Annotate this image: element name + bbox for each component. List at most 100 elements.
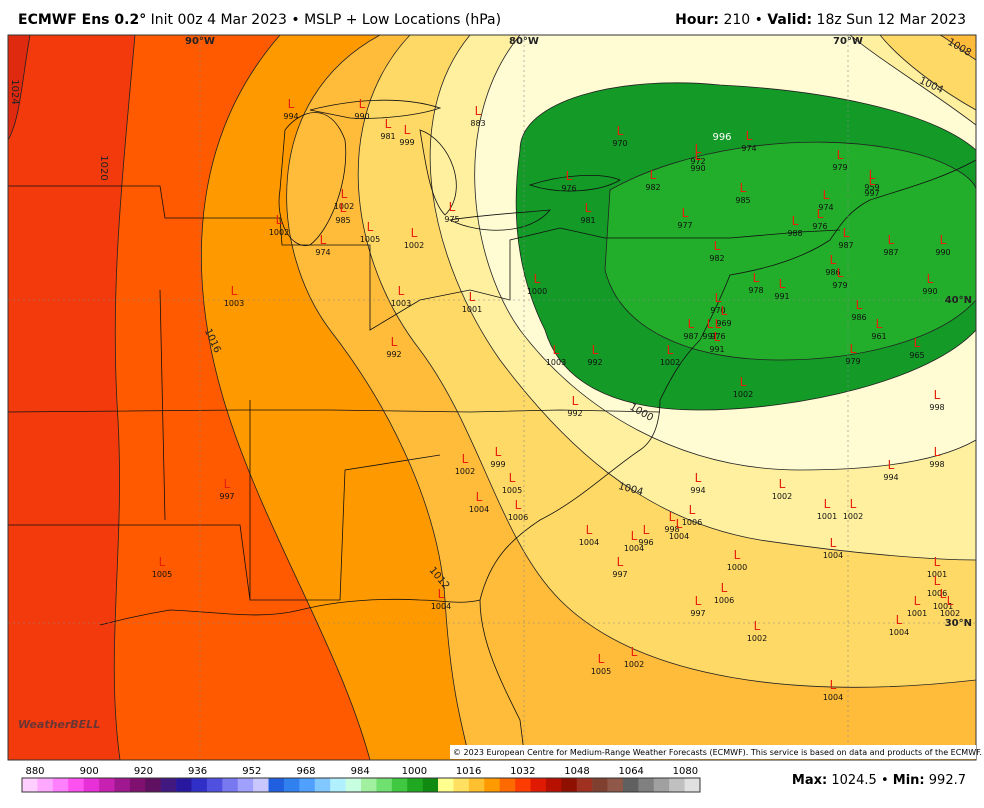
low-marker: L bbox=[947, 594, 954, 608]
low-marker: L bbox=[888, 458, 895, 472]
low-pressure: 974 bbox=[315, 248, 330, 257]
low-marker: L bbox=[515, 498, 522, 512]
low-marker: L bbox=[449, 200, 456, 214]
low-marker: L bbox=[476, 490, 483, 504]
low-pressure: 1001 bbox=[907, 609, 927, 618]
low-marker: L bbox=[746, 129, 753, 143]
low-pressure: 970 bbox=[710, 306, 725, 315]
low-pressure: 996 bbox=[638, 538, 653, 547]
low-marker: L bbox=[695, 594, 702, 608]
low-pressure: 976 bbox=[812, 222, 827, 231]
low-marker: L bbox=[631, 645, 638, 659]
colorbar-swatch bbox=[191, 778, 208, 792]
low-marker: L bbox=[740, 181, 747, 195]
colorbar-tick-label: 952 bbox=[242, 766, 261, 777]
low-pressure: 883 bbox=[470, 119, 485, 128]
low-pressure: 997 bbox=[690, 609, 705, 618]
graticule-label: 30°N bbox=[945, 618, 972, 629]
colorbar-tick-label: 900 bbox=[80, 766, 99, 777]
low-marker: L bbox=[837, 266, 844, 280]
low-pressure: 1004 bbox=[579, 538, 599, 547]
low-pressure: 970 bbox=[612, 139, 627, 148]
low-pressure: 1003 bbox=[546, 358, 566, 367]
low-pressure: 972 bbox=[690, 157, 705, 166]
low-pressure: 1004 bbox=[823, 551, 843, 560]
low-marker: L bbox=[779, 477, 786, 491]
low-marker: L bbox=[385, 117, 392, 131]
colorbar-swatch bbox=[114, 778, 131, 792]
low-marker: L bbox=[572, 394, 579, 408]
low-pressure: 979 bbox=[832, 163, 847, 172]
low-pressure: 979 bbox=[845, 357, 860, 366]
low-marker: L bbox=[475, 104, 482, 118]
low-pressure: 1002 bbox=[334, 202, 354, 211]
low-marker: L bbox=[715, 291, 722, 305]
colorbar-swatch bbox=[653, 778, 670, 792]
colorbar-swatch bbox=[422, 778, 439, 792]
low-pressure: 992 bbox=[587, 358, 602, 367]
colorbar-swatch bbox=[361, 778, 377, 792]
low-pressure: 1000 bbox=[727, 563, 747, 572]
border bbox=[8, 409, 661, 413]
graticule-label: 70°W bbox=[833, 36, 863, 47]
low-pressure: 1001 bbox=[817, 512, 837, 521]
low-marker: L bbox=[754, 619, 761, 633]
colorbar-swatch bbox=[468, 778, 485, 792]
valid-label: Valid: bbox=[767, 12, 813, 28]
low-marker: L bbox=[566, 169, 573, 183]
low-marker: L bbox=[934, 574, 941, 588]
low-marker: L bbox=[159, 555, 166, 569]
low-marker: L bbox=[631, 529, 638, 543]
colorbar-swatch bbox=[407, 778, 423, 792]
low-pressure: 1006 bbox=[508, 513, 528, 522]
low-marker: L bbox=[404, 123, 411, 137]
low-marker: L bbox=[896, 613, 903, 627]
colorbar-swatch bbox=[438, 778, 454, 792]
colorbar-swatch bbox=[345, 778, 362, 792]
low-pressure: 1004 bbox=[823, 693, 843, 702]
low-marker: L bbox=[869, 174, 876, 188]
low-marker: L bbox=[934, 388, 941, 402]
low-marker: L bbox=[721, 581, 728, 595]
colorbar-swatch bbox=[576, 778, 593, 792]
low-marker: L bbox=[224, 477, 231, 491]
map-frame bbox=[7, 34, 977, 761]
low-pressure: 1005 bbox=[360, 235, 380, 244]
low-marker: L bbox=[753, 271, 760, 285]
graticule-label: 80°W bbox=[509, 36, 539, 47]
low-marker: L bbox=[695, 471, 702, 485]
border bbox=[8, 185, 841, 331]
low-pressure: 1002 bbox=[747, 634, 767, 643]
colorbar-swatch bbox=[160, 778, 177, 792]
low-pressure: 1002 bbox=[269, 228, 289, 237]
low-pressure: 977 bbox=[677, 221, 692, 230]
low-pressure: 969 bbox=[716, 319, 731, 328]
low-pressure: 1003 bbox=[224, 299, 244, 308]
low-marker: L bbox=[231, 284, 238, 298]
colorbar-swatch bbox=[545, 778, 562, 792]
low-pressure: 974 bbox=[741, 144, 756, 153]
low-marker: L bbox=[830, 678, 837, 692]
low-pressure: 1005 bbox=[591, 667, 611, 676]
low-pressure: 959 bbox=[864, 183, 879, 192]
colorbar-tick-label: 1000 bbox=[402, 766, 427, 777]
low-pressure: 1001 bbox=[462, 305, 482, 314]
graticule-label: 90°W bbox=[185, 36, 215, 47]
low-pressure: 1004 bbox=[624, 544, 644, 553]
low-marker: L bbox=[438, 587, 445, 601]
colorbar-tick-label: 1016 bbox=[456, 766, 481, 777]
colorbar-swatch bbox=[68, 778, 84, 792]
low-marker: L bbox=[359, 97, 366, 111]
low-marker: L bbox=[824, 497, 831, 511]
min-label: Min: bbox=[893, 773, 925, 788]
low-pressure: 1002 bbox=[843, 512, 863, 521]
low-marker: L bbox=[643, 523, 650, 537]
low-pressure: 1002 bbox=[404, 241, 424, 250]
low-marker: L bbox=[341, 187, 348, 201]
low-pressure: 986 bbox=[825, 268, 840, 277]
low-pressure: 990 bbox=[922, 287, 937, 296]
low-pressure: 998 bbox=[929, 403, 944, 412]
low-marker: L bbox=[934, 445, 941, 459]
colorbar-swatch bbox=[592, 778, 608, 792]
